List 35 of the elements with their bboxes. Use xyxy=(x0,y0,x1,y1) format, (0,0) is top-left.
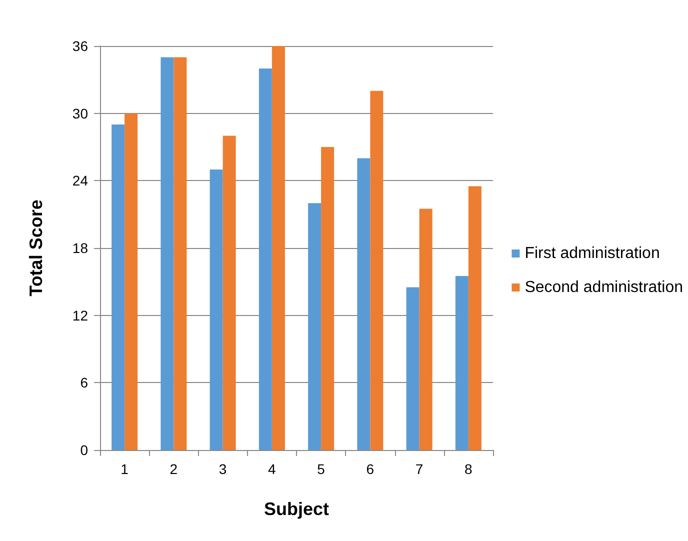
bar xyxy=(160,57,174,450)
bar xyxy=(258,68,272,450)
bar xyxy=(112,124,125,450)
bar xyxy=(124,113,138,450)
bar xyxy=(370,90,384,450)
y-tick-label: 36 xyxy=(72,38,88,54)
bar xyxy=(321,147,334,450)
x-tick-label: 2 xyxy=(170,461,178,477)
bar xyxy=(357,158,370,450)
bar xyxy=(272,46,285,450)
bar xyxy=(419,208,432,450)
y-tick-label: 24 xyxy=(72,172,88,189)
x-tick-label: 5 xyxy=(317,461,326,477)
y-tick-label: 0 xyxy=(80,442,88,458)
legend-label: First administration xyxy=(524,245,660,262)
x-tick-label: 3 xyxy=(218,461,227,477)
x-tick-label: 1 xyxy=(120,461,129,477)
x-tick-label: 6 xyxy=(366,461,374,477)
x-axis-title: Subject xyxy=(264,499,330,519)
bar xyxy=(210,169,223,450)
bar xyxy=(222,136,236,450)
y-tick-label: 6 xyxy=(80,374,88,391)
x-tick-label: 7 xyxy=(415,461,424,477)
bar xyxy=(308,203,322,450)
x-tick-label: 8 xyxy=(464,461,473,477)
bar xyxy=(468,186,482,450)
bar xyxy=(406,287,420,450)
y-tick-label: 30 xyxy=(72,105,88,122)
y-axis-title: Total Score xyxy=(26,200,46,296)
y-tick-label: 12 xyxy=(72,307,88,324)
legend-label: Second administration xyxy=(524,279,683,296)
bar xyxy=(174,57,187,450)
y-tick-label: 18 xyxy=(72,240,88,256)
x-tick-label: 4 xyxy=(268,461,276,477)
bar xyxy=(455,276,468,450)
